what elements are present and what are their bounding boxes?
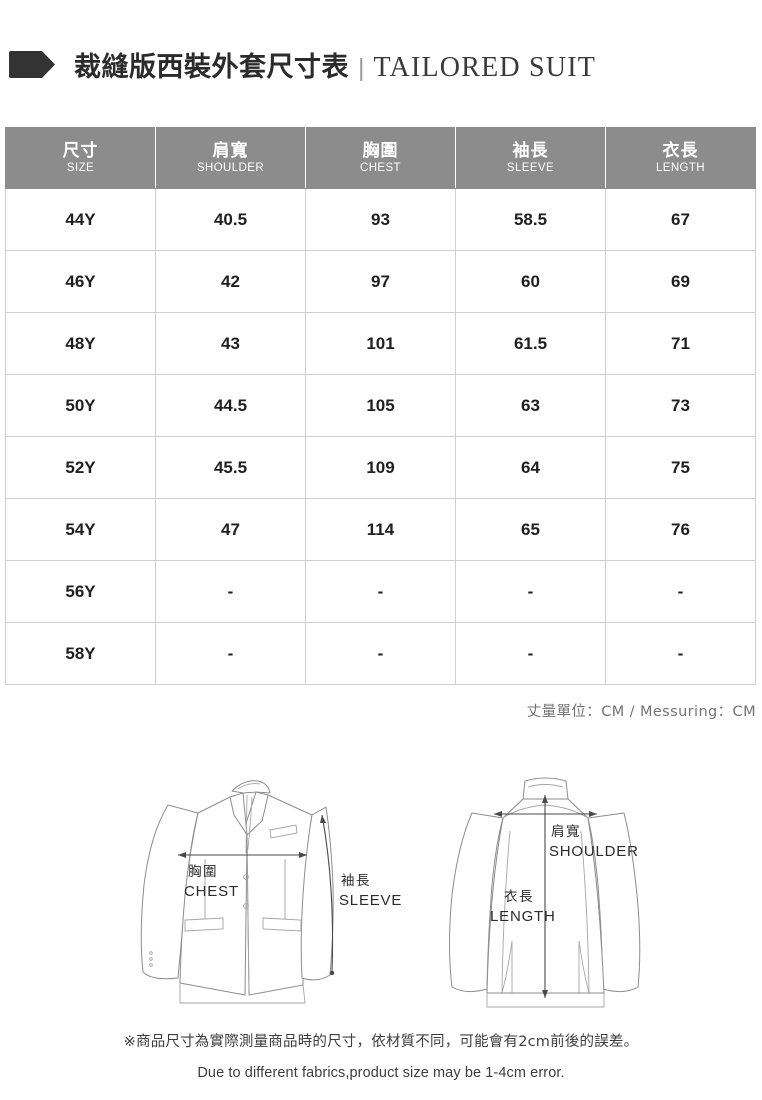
cell-size: 48Y: [5, 312, 156, 375]
footer-note-en: Due to different fabrics,product size ma…: [197, 1064, 565, 1081]
cell-chest: 97: [305, 250, 456, 313]
cell-sleeve: 61.5: [455, 312, 606, 375]
column-header-length-cn: 衣長: [662, 140, 699, 161]
cell-length: 75: [605, 436, 756, 499]
arrow-pennant-icon: [9, 50, 55, 78]
cell-shoulder: 44.5: [155, 374, 306, 437]
cell-shoulder: -: [155, 560, 306, 623]
cell-chest: 101: [305, 312, 456, 375]
cell-length: 76: [605, 498, 756, 561]
cell-sleeve: 58.5: [455, 188, 606, 251]
shoulder-label-en: SHOULDER: [549, 843, 639, 860]
cell-chest: 105: [305, 374, 456, 437]
cell-length: 67: [605, 188, 756, 251]
title-separator: |: [358, 53, 365, 82]
footer-note-cn: ※商品尺寸為實際測量商品時的尺寸，依材質不同，可能會有2cm前後的誤差。: [123, 1034, 639, 1050]
cell-sleeve: 63: [455, 374, 606, 437]
length-label-cn: 衣長: [504, 889, 534, 905]
cell-shoulder: 43: [155, 312, 306, 375]
column-header-shoulder-cn: 肩寬: [212, 140, 249, 161]
cell-chest: 109: [305, 436, 456, 499]
cell-length: 73: [605, 374, 756, 437]
table-row: 50Y 44.5 105 63 73: [5, 374, 756, 437]
cell-shoulder: -: [155, 622, 306, 685]
column-header-size-cn: 尺寸: [62, 140, 99, 161]
column-header-size-en: SIZE: [66, 161, 95, 174]
column-header-chest-en: CHEST: [360, 161, 401, 174]
column-header-sleeve: 袖長 SLEEVE: [455, 127, 606, 189]
cell-shoulder: 42: [155, 250, 306, 313]
cell-shoulder: 47: [155, 498, 306, 561]
sleeve-label-en: SLEEVE: [339, 892, 402, 909]
jacket-back-view: 肩寬 SHOULDER 衣長 LENGTH: [449, 777, 641, 1008]
cell-length: 69: [605, 250, 756, 313]
cell-sleeve: 65: [455, 498, 606, 561]
cell-length: -: [605, 560, 756, 623]
cell-length: 71: [605, 312, 756, 375]
cell-size: 50Y: [5, 374, 156, 437]
column-header-shoulder: 肩寬 SHOULDER: [155, 127, 306, 189]
column-header-sleeve-en: SLEEVE: [506, 161, 555, 174]
column-header-sleeve-cn: 袖長: [512, 140, 549, 161]
cell-size: 54Y: [5, 498, 156, 561]
cell-size: 44Y: [5, 188, 156, 251]
page-title-cn: 裁縫版西裝外套尺寸表: [74, 51, 349, 83]
cell-chest: 93: [305, 188, 456, 251]
column-header-size: 尺寸 SIZE: [5, 127, 156, 189]
cell-size: 56Y: [5, 560, 156, 623]
length-label-en: LENGTH: [490, 908, 556, 925]
table-row: 52Y 45.5 109 64 75: [5, 436, 756, 499]
table-header-row: 尺寸 SIZE 肩寬 SHOULDER 胸圍 CHEST 袖長 SLEEVE 衣…: [5, 127, 756, 189]
cell-sleeve: 64: [455, 436, 606, 499]
column-header-length-en: LENGTH: [655, 161, 706, 174]
table-row: 46Y 42 97 60 69: [5, 250, 756, 313]
page-title: 裁縫版西裝外套尺寸表 | TAILORED SUIT: [74, 45, 596, 84]
page-header: 裁縫版西裝外套尺寸表 | TAILORED SUIT: [0, 36, 762, 92]
table-header: 尺寸 SIZE 肩寬 SHOULDER 胸圍 CHEST 袖長 SLEEVE 衣…: [5, 127, 756, 189]
cell-size: 58Y: [5, 622, 156, 685]
chest-measure-arrow: [178, 852, 307, 858]
cell-shoulder: 45.5: [155, 436, 306, 499]
table-row: 44Y 40.5 93 58.5 67: [5, 188, 756, 251]
sleeve-measure-arrow: [320, 814, 335, 976]
page-title-en: TAILORED SUIT: [373, 51, 597, 83]
garment-diagrams: 胸圍 CHEST 袖長 SLEEVE: [0, 735, 762, 1035]
column-header-chest: 胸圍 CHEST: [305, 127, 456, 189]
table-row: 56Y - - - -: [5, 560, 756, 623]
table-row: 54Y 47 114 65 76: [5, 498, 756, 561]
jacket-front-view: 胸圍 CHEST 袖長 SLEEVE: [140, 780, 402, 1004]
cell-size: 52Y: [5, 436, 156, 499]
column-header-shoulder-en: SHOULDER: [196, 161, 265, 174]
cell-sleeve: 60: [455, 250, 606, 313]
sleeve-label-cn: 袖長: [341, 873, 371, 889]
cell-size: 46Y: [5, 250, 156, 313]
cell-length: -: [605, 622, 756, 685]
cell-chest: 114: [305, 498, 456, 561]
cell-sleeve: -: [455, 622, 606, 685]
chest-label-en: CHEST: [184, 883, 239, 900]
cell-shoulder: 40.5: [155, 188, 306, 251]
page-footer: ※商品尺寸為實際測量商品時的尺寸，依材質不同，可能會有2cm前後的誤差。 Due…: [0, 1032, 762, 1081]
table-row: 48Y 43 101 61.5 71: [5, 312, 756, 375]
cell-chest: -: [305, 560, 456, 623]
chest-label-cn: 胸圍: [188, 864, 218, 880]
column-header-length: 衣長 LENGTH: [605, 127, 756, 189]
size-chart-table: 尺寸 SIZE 肩寬 SHOULDER 胸圍 CHEST 袖長 SLEEVE 衣…: [5, 127, 756, 685]
column-header-chest-cn: 胸圍: [362, 140, 399, 161]
measuring-unit-note: 丈量單位：CM / Messuring：CM: [526, 704, 756, 720]
shoulder-label-cn: 肩寬: [551, 823, 581, 840]
table-body: 44Y 40.5 93 58.5 67 46Y 42 97 60 69 48Y 43 101 61.5 71…: [5, 188, 756, 685]
cell-sleeve: -: [455, 560, 606, 623]
length-measure-arrow: [542, 795, 548, 998]
cell-chest: -: [305, 622, 456, 685]
table-row: 58Y - - - -: [5, 622, 756, 685]
